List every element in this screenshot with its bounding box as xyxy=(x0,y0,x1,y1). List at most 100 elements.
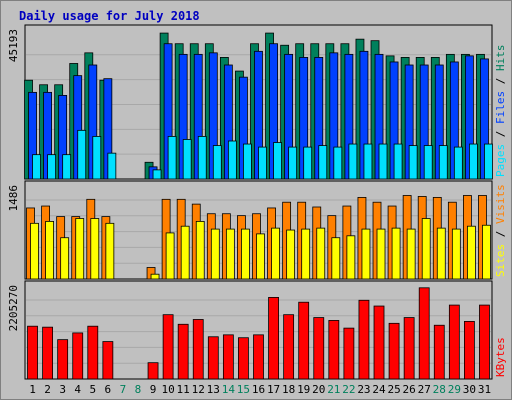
x-tick-label-day-13: 13 xyxy=(207,383,220,396)
bar-sites-day-12 xyxy=(195,220,205,280)
bar-kbytes-day-12 xyxy=(192,319,204,380)
bar-sites-day-20 xyxy=(316,227,326,280)
y-max-label: 45193 xyxy=(7,29,20,62)
bar-pages-day-25 xyxy=(393,143,403,180)
chart-title: Daily usage for July 2018 xyxy=(19,9,200,23)
bar-sites-day-4 xyxy=(75,218,85,280)
bar-sites-day-5 xyxy=(90,218,100,280)
bar-sites-day-27 xyxy=(421,218,431,280)
bar-pages-day-14 xyxy=(227,140,237,180)
x-tick-label-day-24: 24 xyxy=(372,383,386,396)
bar-sites-day-22 xyxy=(346,235,356,280)
bar-kbytes-day-20 xyxy=(313,317,325,380)
bar-sites-day-17 xyxy=(271,227,280,280)
bar-kbytes-day-21 xyxy=(328,320,340,380)
bar-kbytes-day-14 xyxy=(222,334,234,380)
bar-kbytes-day-5 xyxy=(87,325,99,380)
bar-pages-day-5 xyxy=(92,136,102,180)
y-max-label: 2205270 xyxy=(7,285,20,331)
bar-pages-day-4 xyxy=(77,129,87,180)
x-tick-label-day-18: 18 xyxy=(282,383,295,396)
x-tick-label-day-21: 21 xyxy=(327,383,340,396)
x-tick-label-day-19: 19 xyxy=(297,383,310,396)
x-tick-label-day-23: 23 xyxy=(357,383,370,396)
x-tick-label-day-29: 29 xyxy=(448,383,461,396)
bar-pages-day-11 xyxy=(182,139,192,180)
bar-kbytes-day-29 xyxy=(448,304,460,380)
bar-sites-day-2 xyxy=(45,220,54,280)
x-tick-label-day-27: 27 xyxy=(418,383,431,396)
bar-pages-day-30 xyxy=(469,143,478,180)
bar-kbytes-day-28 xyxy=(433,324,445,380)
legend-item-kbytes: KBytes xyxy=(494,337,507,377)
x-tick-label-day-25: 25 xyxy=(387,383,400,396)
x-tick-label-day-14: 14 xyxy=(222,383,236,396)
x-tick-label-day-10: 10 xyxy=(161,383,174,396)
bar-kbytes-day-24 xyxy=(373,305,385,380)
bar-sites-day-23 xyxy=(361,228,371,280)
bar-sites-day-1 xyxy=(30,222,39,280)
bar-kbytes-day-9 xyxy=(147,362,159,380)
bar-pages-day-12 xyxy=(197,136,207,180)
legend-sites-visits: Sites / Visits xyxy=(494,184,507,277)
x-tick-label-day-8: 8 xyxy=(135,383,142,396)
x-tick-label-day-30: 30 xyxy=(463,383,476,396)
legend-item-hits: Hits xyxy=(494,45,507,72)
bar-sites-day-19 xyxy=(301,228,311,280)
x-tick-label-day-3: 3 xyxy=(59,383,66,396)
bar-kbytes-day-23 xyxy=(358,299,370,380)
legend-separator: / xyxy=(494,71,507,91)
bar-sites-day-3 xyxy=(60,237,70,280)
legend-item-visits: Visits xyxy=(494,184,507,224)
x-tick-label-day-22: 22 xyxy=(342,383,355,396)
bar-pages-day-10 xyxy=(167,136,177,180)
bar-kbytes-day-26 xyxy=(403,317,415,380)
bar-pages-day-9 xyxy=(152,169,162,180)
bar-pages-day-22 xyxy=(348,143,358,180)
bar-pages-day-13 xyxy=(212,145,222,180)
bar-pages-day-17 xyxy=(273,142,282,180)
x-tick-label-day-7: 7 xyxy=(120,383,127,396)
bar-sites-day-25 xyxy=(391,227,401,280)
x-tick-label-day-15: 15 xyxy=(237,383,250,396)
bar-kbytes-day-11 xyxy=(177,323,189,380)
bar-pages-day-29 xyxy=(453,146,463,180)
bar-kbytes-day-4 xyxy=(72,332,84,380)
bar-sites-day-21 xyxy=(331,237,341,280)
bar-pages-day-24 xyxy=(378,143,388,180)
bar-pages-day-23 xyxy=(363,143,373,180)
bar-pages-day-2 xyxy=(47,154,56,180)
bar-sites-day-13 xyxy=(210,228,220,280)
x-tick-label-day-16: 16 xyxy=(252,383,265,396)
legend-item-files: Files xyxy=(494,91,507,124)
bar-kbytes-day-16 xyxy=(253,334,264,380)
bar-kbytes-day-25 xyxy=(388,322,400,380)
x-tick-label-day-4: 4 xyxy=(74,383,81,396)
bar-pages-day-6 xyxy=(107,152,117,180)
bar-kbytes-day-6 xyxy=(102,341,114,380)
bar-sites-day-9 xyxy=(150,273,160,280)
bar-pages-day-1 xyxy=(32,154,41,180)
bar-pages-day-15 xyxy=(243,143,252,180)
bar-pages-day-31 xyxy=(484,143,493,180)
legend-separator: / xyxy=(494,124,507,144)
bar-kbytes-day-15 xyxy=(238,337,249,380)
bar-kbytes-day-3 xyxy=(57,339,69,380)
bar-kbytes-day-27 xyxy=(418,287,430,380)
bar-sites-day-28 xyxy=(436,227,446,280)
bar-sites-day-14 xyxy=(225,228,235,280)
bar-sites-day-31 xyxy=(482,224,491,280)
bar-pages-day-19 xyxy=(303,146,313,180)
bar-sites-day-11 xyxy=(180,225,190,280)
x-tick-label-day-5: 5 xyxy=(89,383,96,396)
x-tick-label-day-2: 2 xyxy=(44,383,51,396)
bar-kbytes-day-17 xyxy=(268,296,279,380)
bar-sites-day-18 xyxy=(286,229,296,280)
bar-kbytes-day-22 xyxy=(343,327,355,380)
x-tick-label-day-6: 6 xyxy=(105,383,112,396)
bar-pages-day-27 xyxy=(423,145,433,180)
x-tick-label-day-20: 20 xyxy=(312,383,325,396)
x-tick-label-day-31: 31 xyxy=(478,383,491,396)
